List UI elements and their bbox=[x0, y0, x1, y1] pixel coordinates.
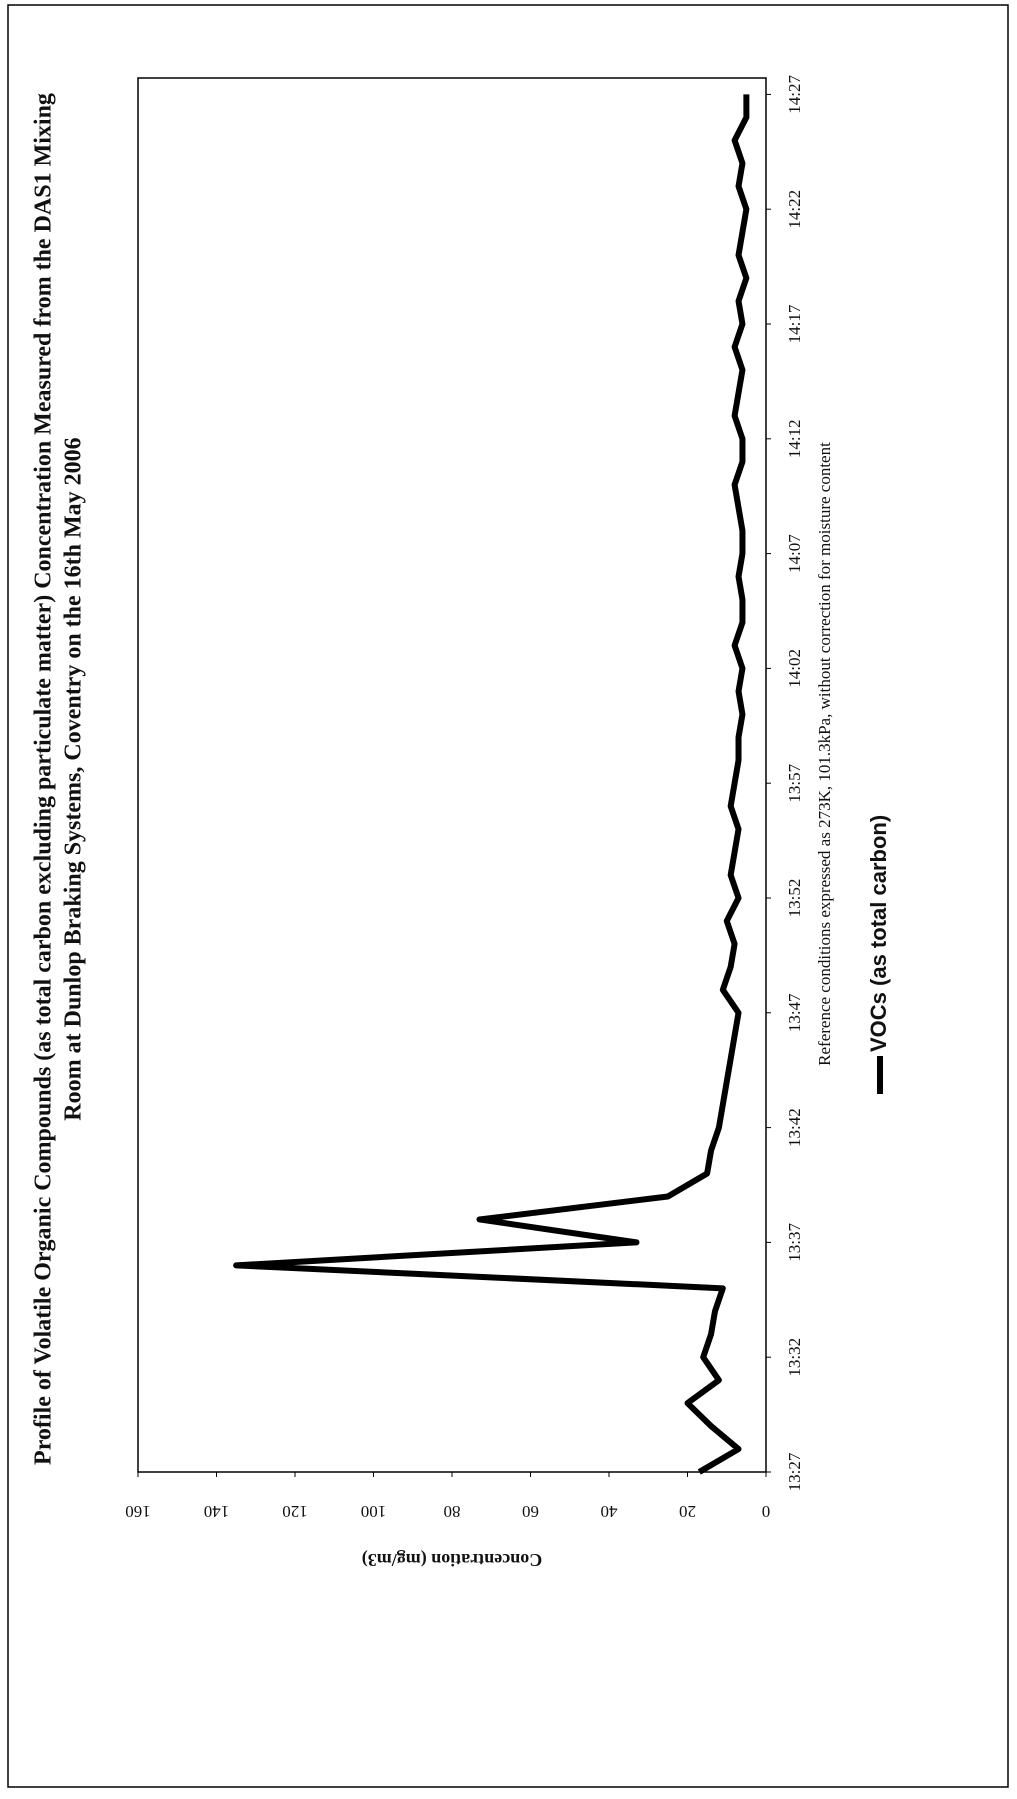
y-tick-label: 140 bbox=[204, 1502, 230, 1521]
x-tick-label: 14:27 bbox=[785, 75, 804, 114]
plot-area bbox=[137, 77, 767, 1473]
x-axis-label: Reference conditions expressed as 273K, … bbox=[815, 442, 834, 1066]
y-tick-label: 120 bbox=[282, 1502, 308, 1521]
x-tick-label: 13:37 bbox=[785, 1223, 804, 1262]
x-tick-label: 13:52 bbox=[785, 879, 804, 918]
y-tick-label: 80 bbox=[444, 1502, 461, 1521]
x-tick-label: 13:47 bbox=[785, 993, 804, 1032]
x-tick-label: 13:42 bbox=[785, 1108, 804, 1147]
x-tick-label: 14:22 bbox=[785, 190, 804, 229]
y-tick-label: 40 bbox=[601, 1502, 618, 1521]
legend-label: VOCs (as total carbon) bbox=[866, 815, 891, 1052]
y-axis-label: Concentration (mg/m3) bbox=[362, 1549, 542, 1570]
x-tick-label: 14:02 bbox=[785, 649, 804, 688]
y-tick-label: 20 bbox=[679, 1502, 696, 1521]
y-tick-label: 160 bbox=[125, 1502, 151, 1521]
y-tick-label: 100 bbox=[361, 1502, 387, 1521]
frame bbox=[7, 4, 1009, 1788]
data-line bbox=[233, 94, 750, 1475]
x-tick-label: 13:32 bbox=[785, 1338, 804, 1377]
x-tick-label: 13:27 bbox=[785, 1452, 804, 1491]
chart-title: Profile of Volatile Organic Compounds (a… bbox=[31, 93, 57, 1465]
chart: Profile of Volatile Organic Compounds (a… bbox=[31, 75, 891, 1570]
x-tick-label: 14:07 bbox=[785, 534, 804, 573]
y-tick-label: 0 bbox=[762, 1502, 771, 1521]
x-tick-label: 14:17 bbox=[785, 304, 804, 343]
chart-subtitle: Room at Dunlop Braking Systems, Coventry… bbox=[61, 437, 87, 1120]
x-tick-label: 14:12 bbox=[785, 419, 804, 458]
x-tick-label: 13:57 bbox=[785, 763, 804, 802]
y-tick-label: 60 bbox=[522, 1502, 539, 1521]
